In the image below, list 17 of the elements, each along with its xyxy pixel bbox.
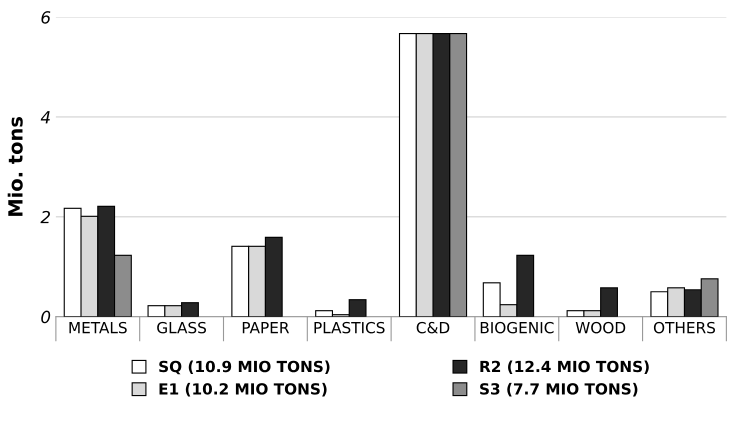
legend-label: SQ (10.9 MIO TONS): [159, 360, 330, 374]
x-tick-label: OTHERS: [654, 322, 716, 334]
y-tick-label: 4: [40, 111, 50, 124]
x-tick-label: C&D: [416, 322, 450, 334]
legend-label: S3 (7.7 MIO TONS): [480, 382, 638, 396]
x-tick-label: WOOD: [576, 322, 626, 334]
legend-label: E1 (10.2 MIO TONS): [160, 382, 327, 396]
y-axis-title: Mio. tons: [8, 117, 23, 216]
legend-label: R2 (12.4 MIO TONS): [480, 360, 649, 374]
x-tick-label: PAPER: [242, 322, 290, 334]
y-tick-label: 2: [40, 210, 50, 224]
x-tick-label: BIOGENIC: [480, 322, 554, 334]
y-tick-label: 6: [41, 11, 50, 24]
x-tick-label: METALS: [69, 322, 127, 334]
x-tick-label: GLASS: [157, 322, 206, 334]
y-tick-label: 0: [41, 310, 50, 324]
x-tick-label: PLASTICS: [314, 322, 385, 334]
